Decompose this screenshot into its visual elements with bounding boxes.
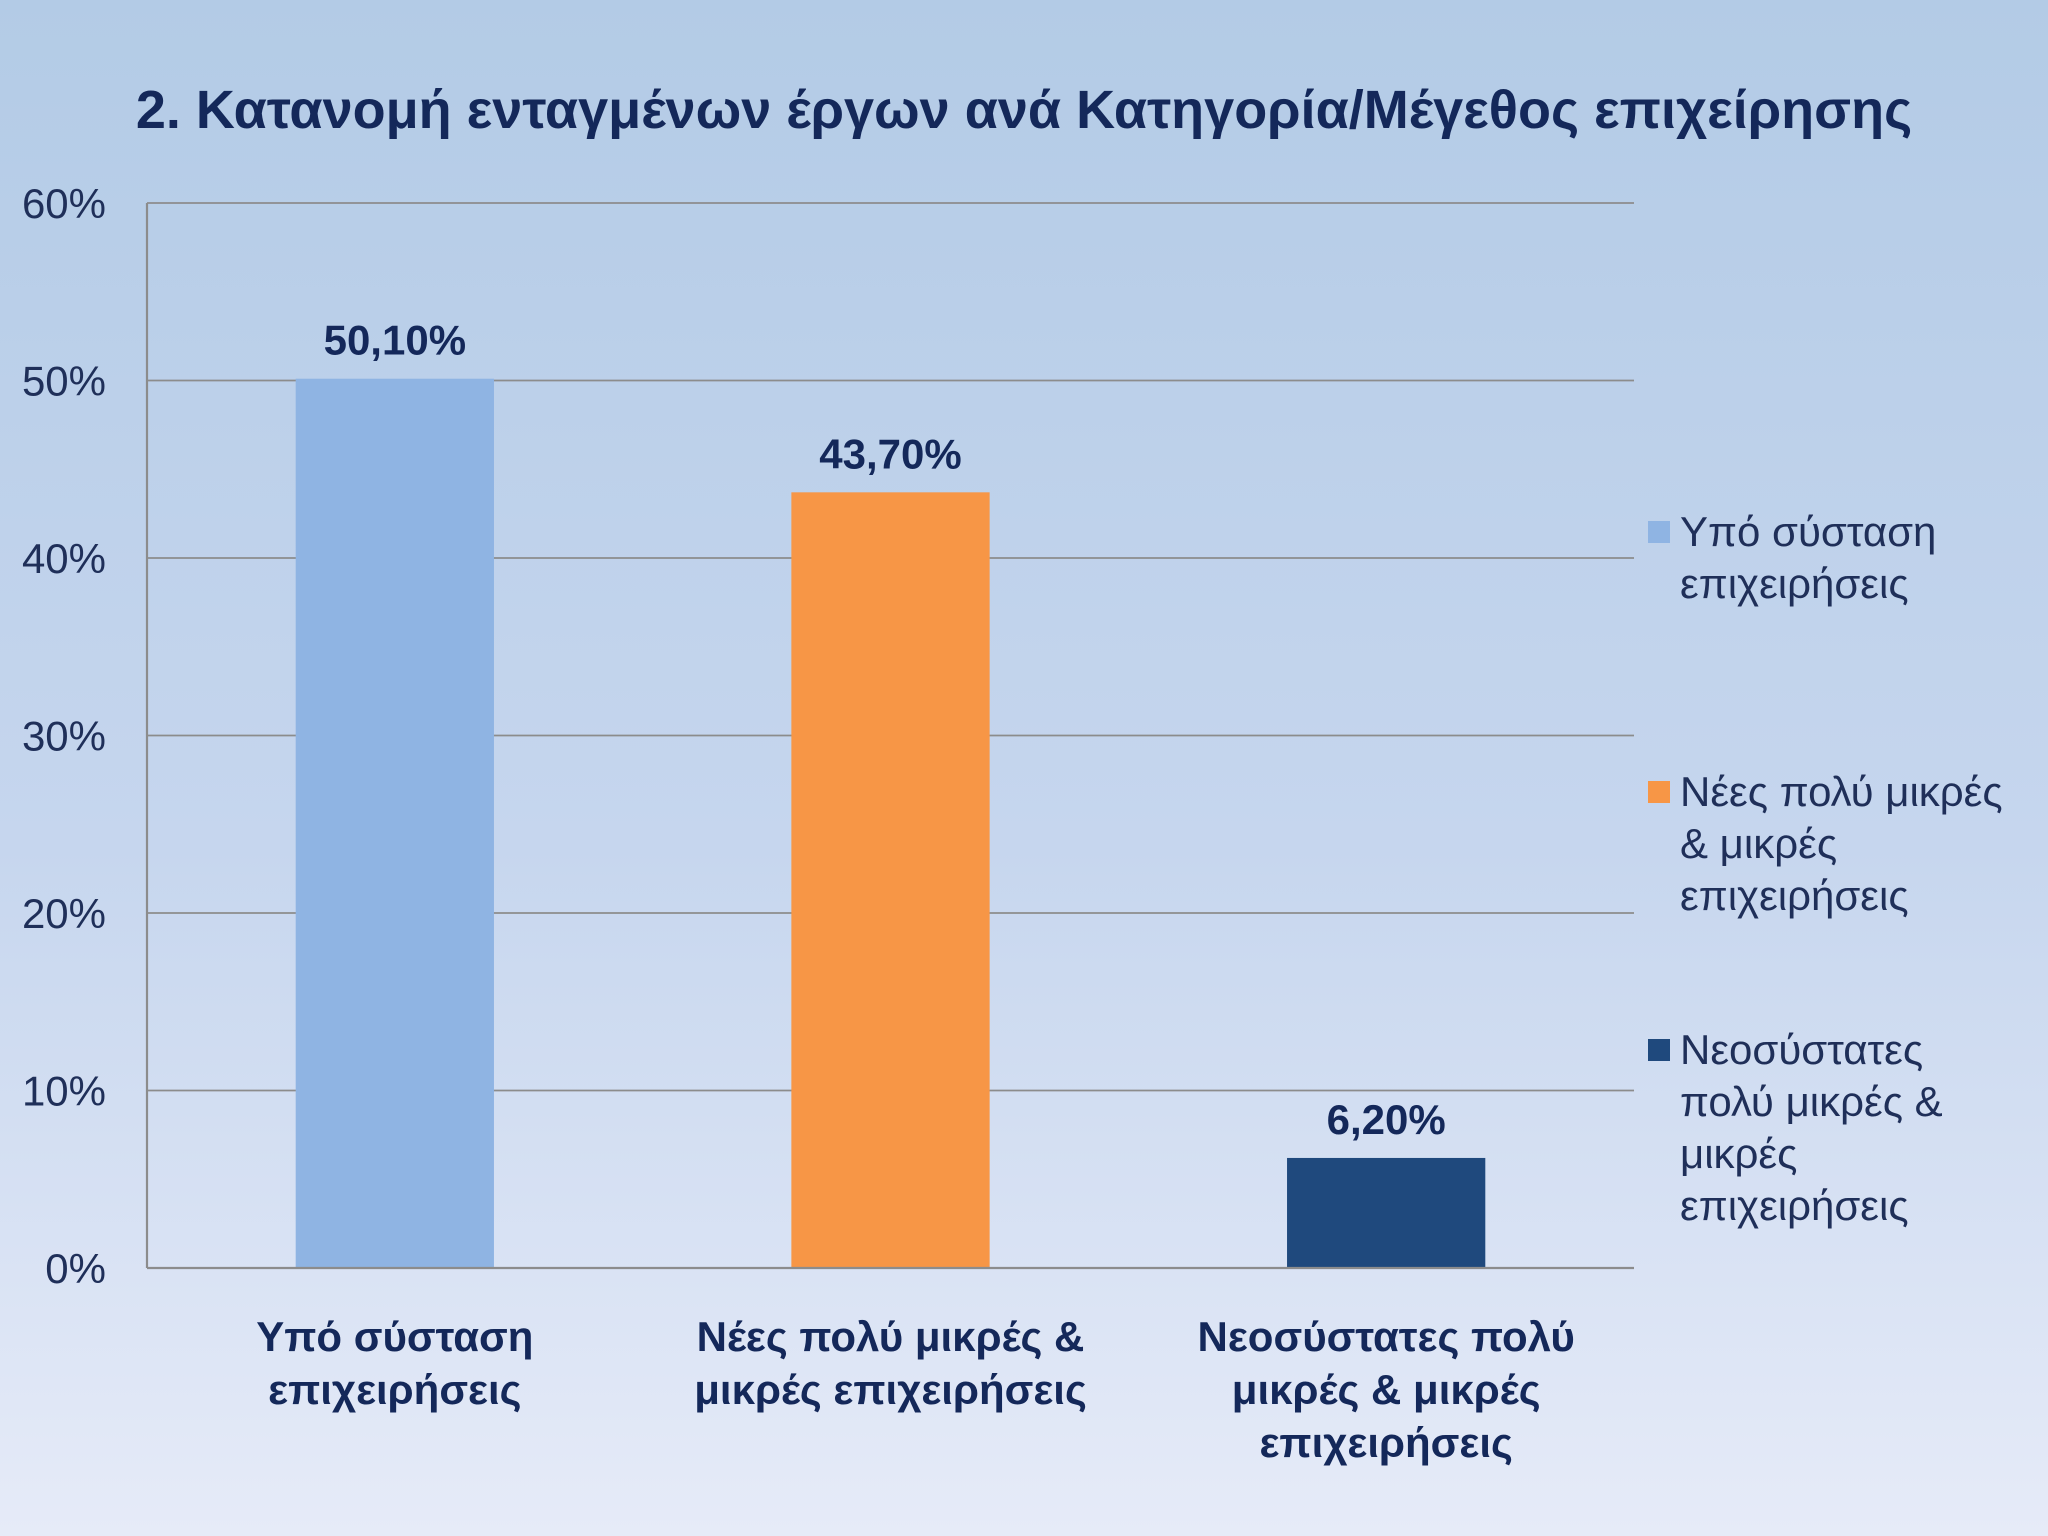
legend-entry-line: Νεοσύστατες [1680,1026,1923,1073]
data-label: 50,10% [324,317,466,364]
y-tick-label: 50% [22,358,106,405]
y-tick-label: 10% [22,1068,106,1115]
x-category-label-line: Υπό σύσταση [256,1313,533,1360]
data-label: 43,70% [819,430,961,477]
y-tick-label: 30% [22,713,106,760]
legend: Υπό σύσταση επιχειρήσεις Νέες πολύ μικρές &… [1648,508,2003,1229]
x-axis-categories: Υπό σύσταση επιχειρήσεις Νέες πολύ μικρές … [256,1313,1575,1466]
bar [1287,1157,1486,1268]
x-category-label-line: επιχειρήσεις [1259,1419,1512,1466]
legend-entry-line: μικρές [1680,1130,1797,1177]
data-label: 6,20% [1327,1096,1446,1143]
bars [295,378,1486,1269]
y-tick-label: 40% [22,535,106,582]
x-category-label: Νέες πολύ μικρές & μικρές επιχειρήσεις [694,1313,1087,1413]
x-category-label-line: μικρές επιχειρήσεις [694,1366,1087,1413]
x-category-label-line: Νεοσύστατες πολύ [1198,1313,1575,1360]
chart-title: 2. Κατανομή ενταγμένων έργων ανά Κατηγορ… [136,80,1912,140]
y-tick-label: 20% [22,890,106,937]
legend-entry: Υπό σύσταση επιχειρήσεις [1680,508,1936,607]
legend-entry-line: επιχειρήσεις [1680,872,1909,919]
bar [791,492,990,1268]
x-category-label-line: μικρές & μικρές [1232,1366,1541,1413]
legend-entry-line: πολύ μικρές & [1680,1078,1943,1125]
x-category-label: Νεοσύστατες πολύ μικρές & μικρές επιχειρήσ… [1198,1313,1575,1466]
legend-swatch [1648,521,1670,543]
legend-entry: Νεοσύστατες πολύ μικρές & μικρές επιχειρήσε… [1680,1026,1943,1229]
x-category-label-line: Νέες πολύ μικρές & [697,1313,1085,1360]
legend-swatch [1648,781,1670,803]
legend-entry-line: Νέες πολύ μικρές [1680,768,2003,815]
legend-entry: Νέες πολύ μικρές & μικρές επιχειρήσεις [1680,768,2003,919]
y-tick-label: 60% [22,180,106,227]
y-axis-ticks: 0% 10% 20% 30% 40% 50% 60% [22,180,106,1292]
legend-entry-line: Υπό σύσταση [1680,508,1936,555]
legend-swatch [1648,1039,1670,1061]
legend-entry-line: επιχειρήσεις [1680,1182,1909,1229]
y-tick-label: 0% [45,1245,106,1292]
legend-entry-line: & μικρές [1680,820,1837,867]
legend-entry-line: επιχειρήσεις [1680,560,1909,607]
x-category-label: Υπό σύσταση επιχειρήσεις [256,1313,533,1413]
x-category-label-line: επιχειρήσεις [268,1366,521,1413]
bar [295,378,494,1269]
data-labels: 50,10% 43,70% 6,20% [324,317,1446,1143]
